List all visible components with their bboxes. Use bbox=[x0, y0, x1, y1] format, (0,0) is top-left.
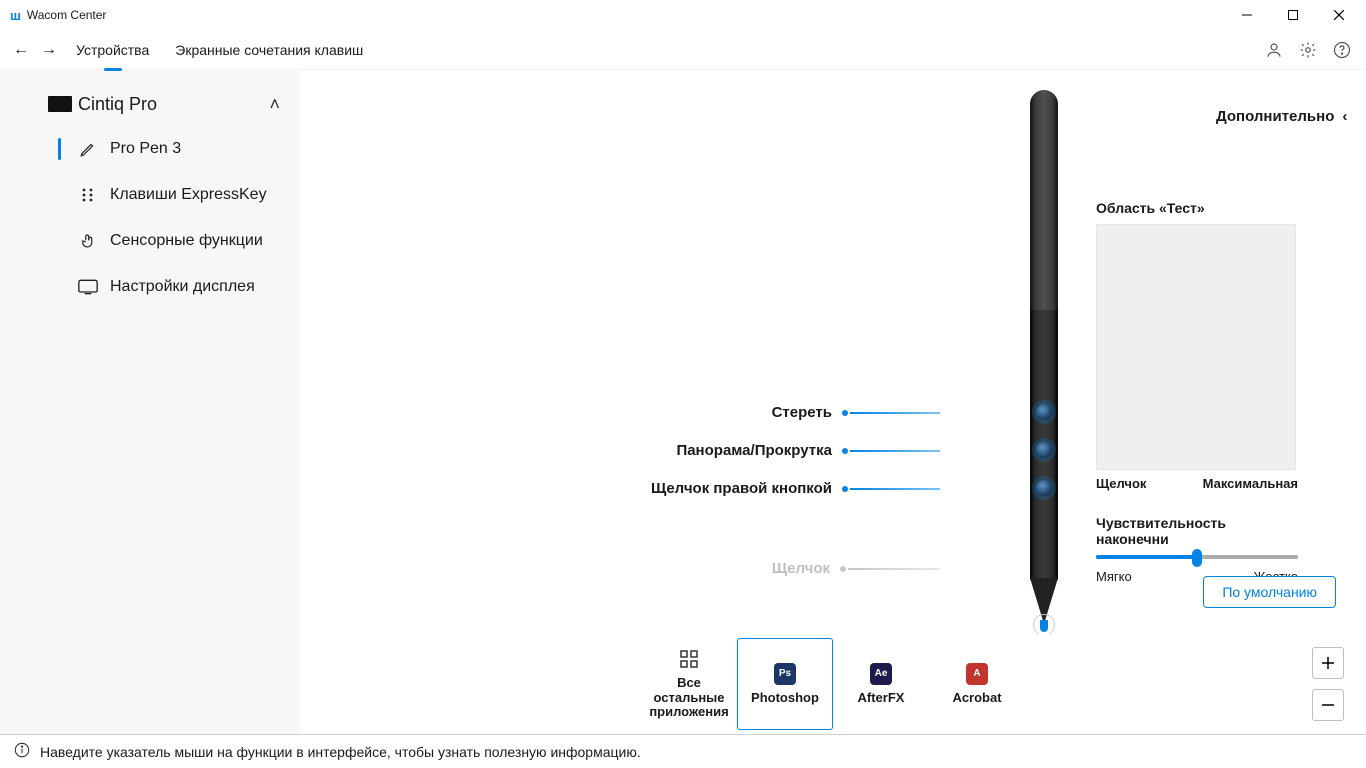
info-icon bbox=[14, 742, 30, 761]
pen-button-3-marker bbox=[1036, 480, 1052, 496]
device-icon bbox=[48, 96, 72, 112]
touch-icon bbox=[78, 231, 98, 251]
pen-button-1-marker bbox=[1036, 404, 1052, 420]
close-button[interactable] bbox=[1316, 0, 1362, 30]
app-tile-label: AfterFX bbox=[858, 691, 905, 706]
callout-label: Щелчок правой кнопкой bbox=[651, 480, 832, 497]
status-bar: Наведите указатель мыши на функции в инт… bbox=[0, 734, 1366, 768]
forward-button[interactable]: → bbox=[38, 41, 60, 59]
tab-devices[interactable]: Устройства bbox=[66, 30, 159, 70]
sidebar-item-label: Клавиши ExpressKey bbox=[110, 186, 267, 204]
tab-onscreen-shortcuts[interactable]: Экранные сочетания клавиш bbox=[165, 30, 373, 70]
app-tile-all[interactable]: Все остальные приложения bbox=[641, 638, 737, 730]
grid-icon bbox=[678, 648, 700, 670]
sidebar-item-label: Pro Pen 3 bbox=[110, 140, 181, 158]
back-button[interactable]: ← bbox=[10, 41, 32, 59]
callout-button-3[interactable]: Щелчок правой кнопкой bbox=[600, 480, 940, 497]
add-app-button[interactable] bbox=[1312, 647, 1344, 679]
sidebar-item-label: Настройки дисплея bbox=[110, 278, 255, 296]
chevron-left-icon: ‹ bbox=[1342, 108, 1347, 125]
pen-icon bbox=[78, 139, 98, 159]
top-nav: ← → Устройства Экранные сочетания клавиш bbox=[0, 30, 1366, 70]
pen-nib-marker bbox=[1040, 620, 1048, 632]
callout-label: Стереть bbox=[772, 404, 832, 421]
status-hint: Наведите указатель мыши на функции в инт… bbox=[40, 744, 641, 760]
pen-button-2-marker bbox=[1036, 442, 1052, 458]
pen-illustration bbox=[1030, 90, 1058, 635]
test-area[interactable] bbox=[1096, 224, 1296, 470]
app-tile-afterfx[interactable]: Ae AfterFX bbox=[833, 638, 929, 730]
callout-button-1[interactable]: Стереть bbox=[600, 404, 940, 421]
help-icon[interactable] bbox=[1328, 36, 1356, 64]
sensitivity-label-left: Мягко bbox=[1096, 569, 1132, 584]
callout-label: Панорама/Прокрутка bbox=[676, 442, 832, 459]
remove-app-button[interactable] bbox=[1312, 689, 1344, 721]
sidebar-item-pen[interactable]: Pro Pen 3 bbox=[0, 126, 300, 172]
sidebar-item-expresskeys[interactable]: Клавиши ExpressKey bbox=[0, 172, 300, 218]
app-tile-label: Все остальные приложения bbox=[642, 676, 736, 721]
keys-icon bbox=[78, 185, 98, 205]
maximize-button[interactable] bbox=[1270, 0, 1316, 30]
sidebar-item-label: Сенсорные функции bbox=[110, 232, 263, 250]
sidebar-item-display[interactable]: Настройки дисплея bbox=[0, 264, 300, 310]
pen-settings-panel: Дополнительно ‹ Стереть Панорама/Прок bbox=[300, 70, 1366, 634]
app-tile-label: Acrobat bbox=[952, 691, 1001, 706]
callout-button-2[interactable]: Панорама/Прокрутка bbox=[600, 442, 940, 459]
app-tile-photoshop[interactable]: Ps Photoshop bbox=[737, 638, 833, 730]
callout-label: Щелчок bbox=[772, 560, 830, 577]
minimize-button[interactable] bbox=[1224, 0, 1270, 30]
chevron-up-icon: ˄ bbox=[269, 94, 280, 115]
advanced-toggle[interactable]: Дополнительно ‹ bbox=[1216, 108, 1336, 125]
settings-icon[interactable] bbox=[1294, 36, 1322, 64]
account-icon[interactable] bbox=[1260, 36, 1288, 64]
test-area-title: Область «Тест» bbox=[1096, 200, 1298, 216]
restore-defaults-button[interactable]: По умолчанию bbox=[1203, 576, 1336, 608]
photoshop-icon: Ps bbox=[774, 663, 796, 685]
device-header[interactable]: Cintiq Pro ˄ bbox=[0, 82, 300, 126]
test-label-left: Щелчок bbox=[1096, 476, 1146, 491]
sidebar: Cintiq Pro ˄ Pro Pen 3 Клавиши ExpressKe… bbox=[0, 70, 300, 734]
sensitivity-slider[interactable] bbox=[1096, 555, 1298, 559]
display-icon bbox=[78, 277, 98, 297]
acrobat-icon: A bbox=[966, 663, 988, 685]
aftereffects-icon: Ae bbox=[870, 663, 892, 685]
advanced-label: Дополнительно bbox=[1216, 108, 1334, 125]
callout-tip[interactable]: Щелчок bbox=[600, 560, 940, 577]
test-label-right: Максимальная bbox=[1203, 476, 1298, 491]
sensitivity-title: Чувствительность наконечни bbox=[1096, 515, 1298, 547]
apps-row: Все остальные приложения Ps Photoshop Ae… bbox=[300, 634, 1366, 734]
title-bar: ш Wacom Center bbox=[0, 0, 1366, 30]
app-tile-acrobat[interactable]: A Acrobat bbox=[929, 638, 1025, 730]
app-logo-icon: ш bbox=[10, 8, 21, 23]
app-title: Wacom Center bbox=[27, 8, 107, 22]
sidebar-item-touch[interactable]: Сенсорные функции bbox=[0, 218, 300, 264]
app-tile-label: Photoshop bbox=[751, 691, 819, 706]
